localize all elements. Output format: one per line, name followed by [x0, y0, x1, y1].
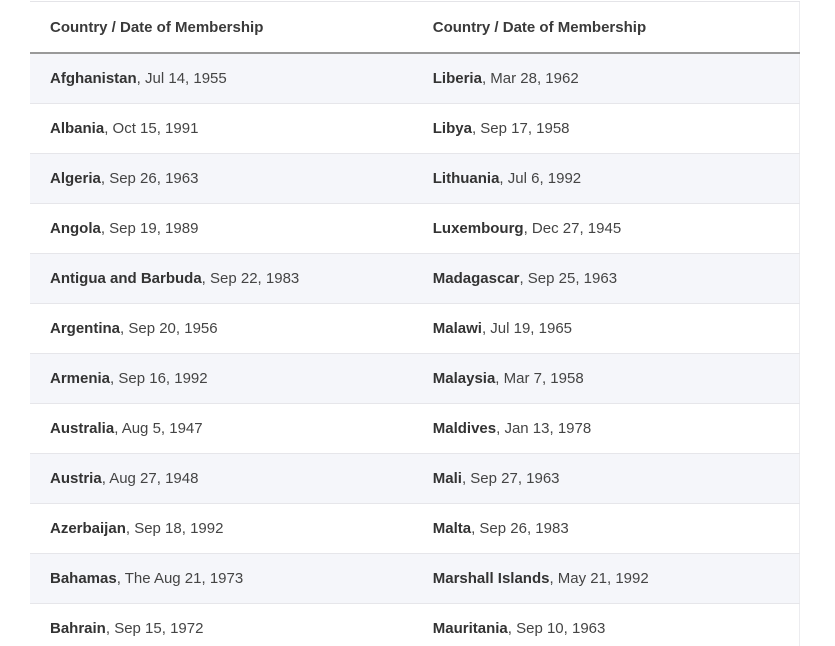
- membership-date: , Sep 26, 1963: [100, 170, 199, 187]
- membership-date: , Sep 22, 1983: [201, 270, 300, 287]
- column-header-right: Country / Date of Membership: [414, 2, 800, 54]
- country-cell-left: Azerbaijan, Sep 18, 1992: [30, 503, 415, 554]
- country-cell-left: Bahamas, The Aug 21, 1973: [30, 553, 415, 604]
- country-cell-right: Maldives, Jan 13, 1978: [414, 403, 800, 454]
- country-name: Mali: [432, 470, 462, 487]
- country-cell-left: Albania, Oct 15, 1991: [30, 103, 415, 154]
- country-cell-right: Malawi, Jul 19, 1965: [414, 303, 800, 354]
- membership-date: , Mar 7, 1958: [495, 370, 584, 387]
- country-cell-right: Marshall Islands, May 21, 1992: [414, 553, 800, 604]
- country-name: Liberia: [432, 70, 482, 87]
- country-name: Australia: [50, 420, 115, 437]
- membership-date: , The Aug 21, 1973: [116, 570, 244, 587]
- table-row: Bahamas, The Aug 21, 1973 Marshall Island…: [30, 553, 800, 604]
- country-name: Afghanistan: [50, 70, 137, 87]
- membership-date: , Jan 13, 1978: [496, 420, 592, 437]
- membership-date: , Jul 19, 1965: [481, 320, 573, 337]
- country-name: Malaysia: [432, 370, 496, 387]
- country-name: Argentina: [50, 320, 121, 337]
- membership-date: , Dec 27, 1945: [523, 220, 622, 237]
- country-cell-left: Argentina, Sep 20, 1956: [30, 303, 415, 354]
- country-cell-right: Mauritania, Sep 10, 1963: [414, 603, 800, 646]
- membership-date: , Aug 5, 1947: [114, 420, 203, 437]
- column-header-left: Country / Date of Membership: [30, 2, 415, 54]
- membership-date: , Sep 19, 1989: [100, 220, 199, 237]
- country-cell-left: Algeria, Sep 26, 1963: [30, 153, 415, 204]
- country-name: Luxembourg: [432, 220, 524, 237]
- membership-date: , May 21, 1992: [549, 570, 649, 587]
- country-cell-right: Lithuania, Jul 6, 1992: [414, 153, 800, 204]
- membership-table-container: Country / Date of Membership Country / D…: [30, 0, 800, 646]
- country-cell-right: Malaysia, Mar 7, 1958: [414, 353, 800, 404]
- table-row: Angola, Sep 19, 1989 Luxembourg, Dec 27, …: [30, 203, 800, 254]
- membership-date: , Oct 15, 1991: [104, 120, 199, 137]
- membership-date: , Aug 27, 1948: [101, 470, 199, 487]
- table-row: Afghanistan, Jul 14, 1955 Liberia, Mar 28…: [30, 53, 800, 104]
- country-cell-right: Mali, Sep 27, 1963: [414, 453, 800, 504]
- table-row: Bahrain, Sep 15, 1972 Mauritania, Sep 10,…: [30, 603, 800, 646]
- country-cell-right: Malta, Sep 26, 1983: [414, 503, 800, 554]
- country-name: Libya: [432, 120, 472, 137]
- country-cell-left: Angola, Sep 19, 1989: [30, 203, 415, 254]
- country-name: Mauritania: [432, 620, 508, 637]
- country-name: Antigua and Barbuda: [50, 270, 202, 287]
- country-cell-left: Bahrain, Sep 15, 1972: [30, 603, 415, 646]
- country-name: Madagascar: [432, 270, 520, 287]
- country-name: Lithuania: [432, 170, 500, 187]
- membership-date: , Sep 25, 1963: [519, 270, 618, 287]
- country-cell-left: Australia, Aug 5, 1947: [30, 403, 415, 454]
- table-row: Austria, Aug 27, 1948 Mali, Sep 27, 1963: [30, 453, 800, 504]
- membership-date: , Sep 20, 1956: [120, 320, 218, 337]
- table-header-row: Country / Date of Membership Country / D…: [30, 2, 800, 54]
- membership-date: , Jul 6, 1992: [499, 170, 582, 187]
- membership-date: , Sep 18, 1992: [125, 520, 224, 537]
- table-row: Argentina, Sep 20, 1956 Malawi, Jul 19, 1…: [30, 303, 800, 354]
- membership-date: , Sep 10, 1963: [507, 620, 606, 637]
- country-name: Maldives: [432, 420, 497, 437]
- country-name: Bahrain: [50, 620, 106, 637]
- membership-date: , Jul 14, 1955: [136, 70, 227, 87]
- country-cell-right: Madagascar, Sep 25, 1963: [414, 253, 800, 304]
- table-row: Algeria, Sep 26, 1963 Lithuania, Jul 6, 1…: [30, 153, 800, 204]
- table-row: Antigua and Barbuda, Sep 22, 1983 Madagas…: [30, 253, 800, 304]
- membership-date: , Sep 26, 1983: [471, 520, 569, 537]
- country-name: Armenia: [50, 370, 111, 387]
- country-cell-right: Libya, Sep 17, 1958: [414, 103, 800, 154]
- membership-date: , Sep 16, 1992: [110, 370, 208, 387]
- country-name: Marshall Islands: [432, 570, 550, 587]
- table-row: Armenia, Sep 16, 1992 Malaysia, Mar 7, 19…: [30, 353, 800, 404]
- country-cell-left: Afghanistan, Jul 14, 1955: [30, 53, 415, 104]
- country-name: Malta: [432, 520, 472, 537]
- table-row: Australia, Aug 5, 1947 Maldives, Jan 13, …: [30, 403, 800, 454]
- membership-date: , Sep 17, 1958: [471, 120, 570, 137]
- table-row: Azerbaijan, Sep 18, 1992 Malta, Sep 26, 1…: [30, 503, 800, 554]
- table-row: Albania, Oct 15, 1991 Libya, Sep 17, 1958: [30, 103, 800, 154]
- country-cell-left: Antigua and Barbuda, Sep 22, 1983: [30, 253, 415, 304]
- membership-table: Country / Date of Membership Country / D…: [30, 2, 800, 646]
- table-top-border: [30, 1, 800, 2]
- membership-date: , Sep 15, 1972: [105, 620, 204, 637]
- country-cell-right: Luxembourg, Dec 27, 1945: [414, 203, 800, 254]
- country-cell-left: Armenia, Sep 16, 1992: [30, 353, 415, 404]
- country-name: Angola: [50, 220, 101, 237]
- country-cell-left: Austria, Aug 27, 1948: [30, 453, 415, 504]
- country-name: Albania: [50, 120, 105, 137]
- membership-date: , Mar 28, 1962: [481, 70, 579, 87]
- country-name: Azerbaijan: [50, 520, 126, 537]
- membership-date: , Sep 27, 1963: [461, 470, 560, 487]
- country-name: Malawi: [432, 320, 482, 337]
- country-name: Algeria: [50, 170, 101, 187]
- country-cell-right: Liberia, Mar 28, 1962: [414, 53, 800, 104]
- country-name: Austria: [50, 470, 102, 487]
- table-body: Afghanistan, Jul 14, 1955 Liberia, Mar 28…: [30, 53, 800, 646]
- country-name: Bahamas: [50, 570, 117, 587]
